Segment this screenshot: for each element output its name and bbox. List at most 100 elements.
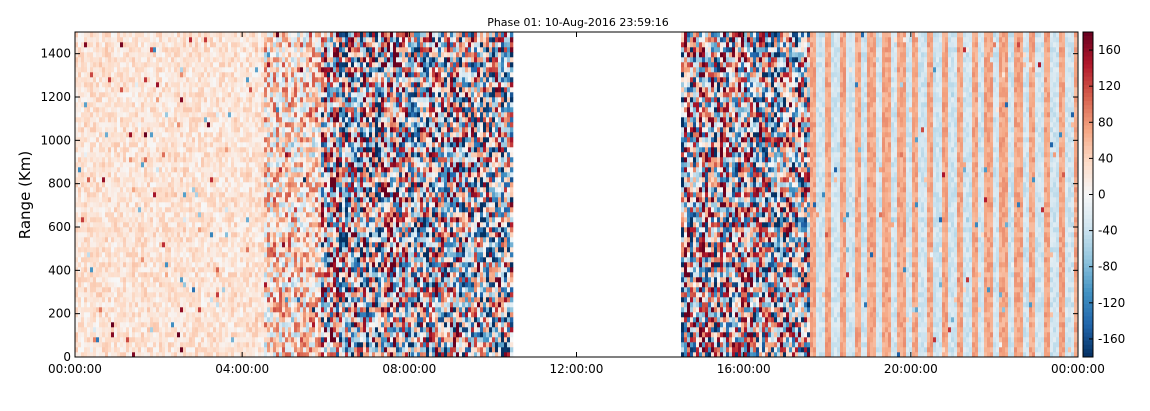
heatmap-cell — [273, 237, 277, 243]
heatmap-cell — [261, 292, 265, 298]
heatmap-cell — [195, 72, 199, 78]
heatmap-cell — [189, 342, 193, 348]
heatmap-cell — [189, 262, 193, 268]
heatmap-cell — [189, 142, 193, 148]
heatmap-cell — [105, 272, 109, 278]
heatmap-cell — [222, 117, 226, 123]
heatmap-cell — [81, 292, 85, 298]
heatmap-cell — [138, 342, 142, 348]
heatmap-cell — [204, 257, 208, 263]
heatmap-cell — [99, 97, 103, 103]
heatmap-cell — [270, 352, 274, 358]
heatmap-cell — [144, 247, 148, 253]
heatmap-cell — [108, 167, 112, 173]
heatmap-cell — [129, 252, 133, 258]
heatmap-cell — [120, 272, 124, 278]
heatmap-cell — [99, 42, 103, 48]
heatmap-cell — [246, 152, 250, 158]
heatmap-cell — [117, 172, 121, 178]
heatmap-cell — [144, 42, 148, 48]
heatmap-cell — [96, 167, 100, 173]
heatmap-cell — [240, 132, 244, 138]
heatmap-cell — [228, 227, 232, 233]
heatmap-cell — [174, 157, 178, 163]
heatmap-cell — [219, 277, 223, 283]
heatmap-cell — [117, 197, 121, 203]
heatmap-cell — [147, 267, 151, 273]
heatmap-cell — [147, 162, 151, 168]
heatmap-cell — [294, 272, 298, 278]
heatmap-cell — [195, 192, 199, 198]
heatmap-cell — [117, 117, 121, 123]
heatmap-cell — [129, 262, 133, 268]
heatmap-cell — [177, 287, 181, 293]
heatmap-cell — [192, 102, 196, 108]
heatmap-cell — [243, 212, 247, 218]
heatmap-cell — [87, 72, 91, 78]
heatmap-cell — [270, 212, 274, 218]
heatmap-cell — [216, 222, 220, 228]
heatmap-cell — [234, 127, 238, 133]
heatmap-cell — [303, 102, 307, 108]
heatmap-cell — [276, 287, 280, 293]
heatmap-cell — [195, 277, 199, 283]
heatmap-cell — [198, 262, 202, 268]
heatmap-cell — [84, 227, 88, 233]
heatmap-cell — [273, 307, 277, 313]
heatmap-cell — [261, 87, 265, 93]
heatmap-cell — [189, 257, 193, 263]
heatmap-cell — [96, 162, 100, 168]
heatmap-cell — [138, 337, 142, 343]
heatmap-cell — [213, 337, 217, 343]
heatmap-cell — [84, 322, 88, 328]
heatmap-cell — [228, 282, 232, 288]
heatmap-cell — [255, 122, 259, 128]
heatmap-cell — [132, 207, 136, 213]
heatmap-cell — [198, 337, 202, 343]
heatmap-cell — [96, 222, 100, 228]
heatmap-cell — [216, 157, 220, 163]
heatmap-cell — [87, 207, 91, 213]
heatmap-cell — [87, 262, 91, 268]
heatmap-cell — [294, 222, 298, 228]
heatmap-cell — [243, 297, 247, 303]
heatmap-cell — [276, 77, 280, 83]
heatmap-cell — [132, 112, 136, 118]
heatmap-cell — [78, 277, 82, 283]
heatmap-cell — [240, 307, 244, 313]
heatmap-cell — [291, 162, 295, 168]
heatmap-cell — [117, 167, 121, 173]
heatmap-cell — [99, 352, 103, 358]
heatmap-cell — [279, 202, 283, 208]
heatmap-cell — [78, 332, 82, 338]
heatmap-cell — [273, 167, 277, 173]
heatmap-cell — [114, 222, 118, 228]
heatmap-cell — [81, 132, 85, 138]
heatmap-cell — [108, 307, 112, 313]
heatmap-cell — [114, 157, 118, 163]
heatmap-cell — [228, 202, 232, 208]
heatmap-cell — [294, 52, 298, 58]
heatmap-cell — [273, 97, 277, 103]
heatmap-cell — [111, 247, 115, 253]
heatmap-cell — [216, 257, 220, 263]
heatmap-cell — [273, 257, 277, 263]
heatmap-cell — [165, 212, 169, 218]
heatmap-cell — [87, 62, 91, 68]
heatmap-cell — [186, 337, 190, 343]
heatmap-cell — [204, 237, 208, 243]
heatmap-cell — [132, 92, 136, 98]
heatmap-cell — [231, 147, 235, 153]
heatmap-cell — [114, 112, 118, 118]
heatmap-cell — [297, 202, 301, 208]
heatmap-cell — [102, 92, 106, 98]
heatmap-cell — [303, 352, 307, 358]
heatmap-cell — [273, 277, 277, 283]
heatmap-cell — [147, 172, 151, 178]
heatmap-cell — [216, 297, 220, 303]
heatmap-cell — [267, 252, 271, 258]
heatmap-cell — [120, 227, 124, 233]
heatmap-cell — [171, 247, 175, 253]
heatmap-cell — [144, 32, 148, 38]
heatmap-cell — [225, 192, 229, 198]
